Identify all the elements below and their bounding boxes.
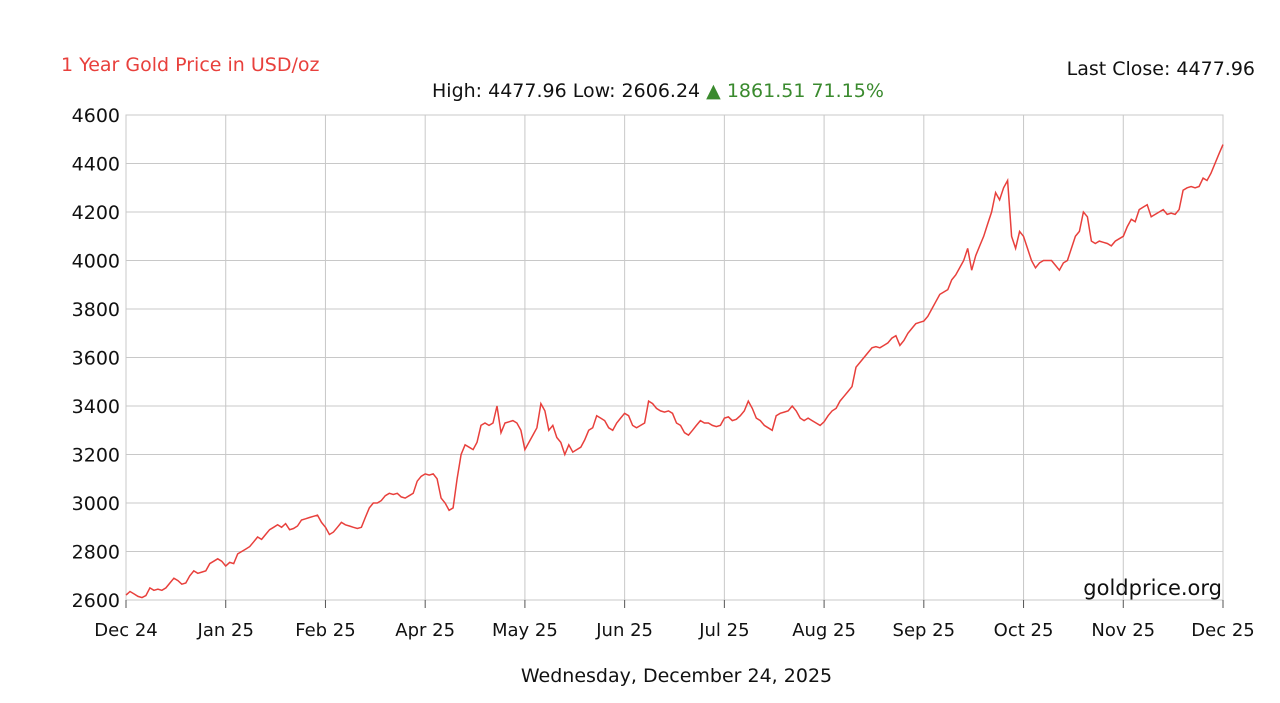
x-axis: Dec 24 Jan 25 Feb 25 Apr 25 May 25 Jun 25 Jul …	[94, 620, 1254, 641]
price-summary: High: 4477.96 Low: 2606.24 ▲ 1861.51 71.…	[432, 80, 884, 102]
x-tick-label: May 25	[492, 620, 558, 641]
last-close: Last Close: 4477.96	[1066, 58, 1255, 80]
chart-title: 1 Year Gold Price in USD/oz	[61, 54, 320, 76]
y-tick-label: 4200	[72, 202, 120, 224]
y-tick-label: 3400	[72, 396, 120, 418]
x-tick-label: Sep 25	[893, 620, 956, 641]
x-tick-label: Dec 25	[1191, 620, 1254, 641]
y-tick-label: 4000	[72, 251, 120, 273]
watermark-label: goldprice.org	[1083, 576, 1222, 600]
y-tick-label: 4600	[72, 105, 120, 127]
y-tick-label: 3600	[72, 348, 120, 370]
low-value: Low: 2606.24	[572, 80, 701, 102]
y-tick-label: 4400	[72, 154, 120, 176]
y-tick-label: 2800	[72, 542, 120, 564]
y-tick-label: 3000	[72, 493, 120, 515]
change-value: 1861.51 71.15%	[726, 80, 884, 102]
y-tick-label: 3800	[72, 299, 120, 321]
x-tick-label: Apr 25	[395, 620, 455, 641]
x-tick-label: Oct 25	[994, 620, 1054, 641]
price-series-line	[125, 144, 1224, 599]
y-axis: 2600 2800 3000 3200 3400 3600 3800 4000 4200 4400…	[72, 105, 120, 612]
x-tick-label: Jul 25	[698, 620, 749, 641]
x-tick-label: Jun 25	[595, 620, 653, 641]
x-tick-label: Feb 25	[295, 620, 356, 641]
y-tick-label: 2600	[72, 590, 120, 612]
grid	[125, 114, 1224, 608]
footer-date: Wednesday, December 24, 2025	[520, 665, 833, 687]
y-tick-label: 3200	[72, 445, 120, 467]
x-tick-label: Aug 25	[792, 620, 856, 641]
x-tick-label: Jan 25	[197, 620, 254, 641]
high-value: High: 4477.96	[432, 80, 567, 102]
x-tick-label: Nov 25	[1091, 620, 1155, 641]
x-tick-label: Dec 24	[94, 620, 157, 641]
up-arrow-icon: ▲	[706, 80, 721, 102]
